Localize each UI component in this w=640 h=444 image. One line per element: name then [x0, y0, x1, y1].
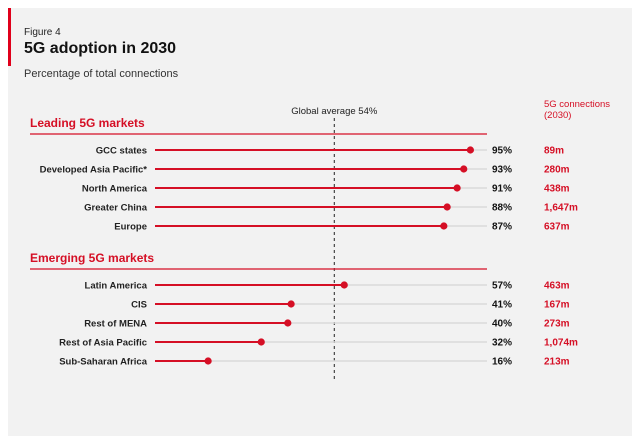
title-accent-bar	[8, 8, 11, 66]
row-dot	[340, 281, 348, 289]
connections-header-line: 5G connections	[544, 99, 610, 110]
row-label: Developed Asia Pacific*	[40, 165, 148, 176]
row-label: Rest of MENA	[84, 319, 147, 330]
row-label: North America	[82, 184, 148, 195]
chart-panel	[8, 8, 632, 436]
row-dot	[440, 222, 448, 230]
row-value: 40%	[492, 319, 512, 330]
row-value: 87%	[492, 222, 512, 233]
chart-subtitle: Percentage of total connections	[24, 68, 179, 80]
row-label: CIS	[131, 300, 147, 311]
row-connections: 1,647m	[544, 203, 578, 214]
chart-title: 5G adoption in 2030	[24, 40, 177, 57]
row-dot	[257, 338, 265, 346]
row-dot	[466, 146, 474, 154]
row-dot	[443, 203, 451, 211]
row-value: 16%	[492, 357, 512, 368]
row-value: 32%	[492, 338, 512, 349]
row-label: Rest of Asia Pacific	[59, 338, 147, 349]
row-value: 93%	[492, 165, 512, 176]
row-value: 95%	[492, 146, 512, 157]
row-connections: 273m	[544, 319, 570, 330]
row-dot	[204, 357, 212, 365]
row-value: 57%	[492, 281, 512, 292]
row-label: GCC states	[96, 146, 147, 157]
row-label: Latin America	[85, 281, 148, 292]
row-connections: 1,074m	[544, 338, 578, 349]
row-label: Sub-Saharan Africa	[59, 357, 148, 368]
row-dot	[287, 300, 295, 308]
row-label: Europe	[114, 222, 147, 233]
row-dot	[284, 319, 292, 327]
row-dot	[453, 184, 461, 192]
connections-header-line: (2030)	[544, 110, 571, 121]
group-header: Emerging 5G markets	[30, 251, 154, 265]
group-header: Leading 5G markets	[30, 116, 145, 130]
row-connections: 438m	[544, 184, 570, 195]
row-value: 88%	[492, 203, 512, 214]
row-connections: 463m	[544, 281, 570, 292]
row-connections: 280m	[544, 165, 570, 176]
row-connections: 167m	[544, 300, 570, 311]
global-average-label: Global average 54%	[291, 106, 378, 117]
row-label: Greater China	[84, 203, 148, 214]
row-dot	[460, 165, 468, 173]
row-value: 41%	[492, 300, 512, 311]
figure-label: Figure 4	[24, 27, 61, 38]
row-connections: 89m	[544, 146, 564, 157]
row-connections: 637m	[544, 222, 570, 233]
row-value: 91%	[492, 184, 512, 195]
row-connections: 213m	[544, 357, 570, 368]
